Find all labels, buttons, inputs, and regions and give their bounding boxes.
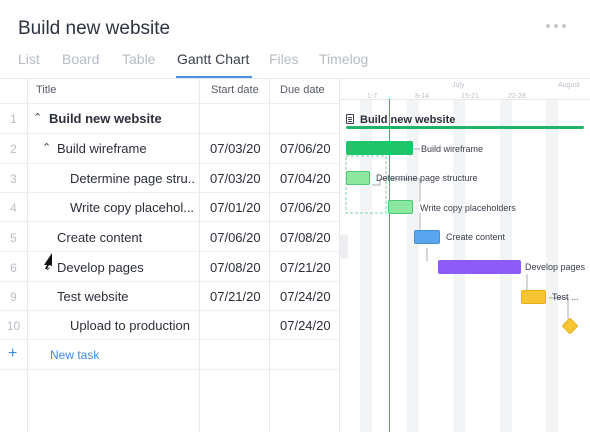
tab-gantt-chart[interactable]: Gantt Chart [177,51,250,67]
gantt-bar-label: Write copy placeholders [420,203,516,213]
grid-divider [27,79,28,432]
due-date[interactable]: 07/06/20 [280,200,331,215]
column-header-start-date[interactable]: Start date [211,84,259,96]
gantt-bar[interactable] [414,230,440,244]
more-options-icon[interactable] [546,24,566,28]
task-title[interactable]: Test website [57,289,129,304]
gantt-bar-label: Build wireframe [421,144,484,154]
chevron-up-icon[interactable]: ⌃ [42,142,52,154]
chevron-up-icon[interactable]: ⌃ [33,112,43,124]
tab-list[interactable]: List [18,51,40,67]
mouse-cursor-icon [44,253,52,269]
row-number: 9 [10,290,17,304]
row-number: 6 [10,261,17,275]
gantt-bar[interactable] [521,290,546,304]
project-bar[interactable] [346,126,584,129]
active-tab-indicator [176,76,252,78]
gantt-bar-label: Develop pages [525,262,586,272]
document-icon [346,114,354,124]
gantt-bar-label: Create content [446,232,506,242]
tab-timelog[interactable]: Timelog [319,51,369,67]
row-number: 3 [10,172,17,186]
tab-board[interactable]: Board [62,51,100,67]
grid-divider [199,79,200,432]
timeline-week: 15-21 [461,93,479,100]
column-header-due-date[interactable]: Due date [280,84,325,96]
start-date[interactable]: 07/06/20 [210,230,261,245]
row-number: 10 [6,319,21,333]
gantt-bar[interactable] [438,260,521,274]
project-title: Build new website [18,18,171,39]
start-date[interactable]: 07/21/20 [210,289,261,304]
task-title[interactable]: Write copy placehol... [70,200,195,215]
row-number: 1 [10,112,17,126]
timeline-month: August [558,82,580,89]
gantt-bar[interactable] [346,171,370,185]
row-number: 5 [10,231,17,245]
due-date[interactable]: 07/24/20 [280,289,331,304]
grid-divider [269,79,270,432]
start-date[interactable]: 07/03/20 [210,171,261,186]
task-title[interactable]: Build wireframe [57,141,147,156]
due-date[interactable]: 07/04/20 [280,171,331,186]
row-number: 2 [10,142,17,156]
start-date[interactable]: 07/08/20 [210,260,261,275]
task-grid: Title Start date Due date 1 ⌃ Build new … [0,79,339,432]
due-date[interactable]: 07/24/20 [280,318,331,333]
timeline-week: 8-14 [415,93,430,100]
task-title[interactable]: Build new website [49,111,162,126]
task-title[interactable]: Upload to production [70,318,190,333]
timeline-week: 22-28 [508,93,526,100]
start-date[interactable]: 07/01/20 [210,200,261,215]
task-title[interactable]: Determine page stru... [70,171,196,186]
gantt-bar[interactable] [346,141,413,155]
gantt-bar-label: Determine page structure [376,173,478,183]
gantt-bar-label: Test ... [552,292,579,302]
tab-files[interactable]: Files [269,51,299,67]
tabs-divider [0,78,590,79]
row-number: 4 [10,201,17,215]
dependency-arrows [345,148,569,319]
task-title[interactable]: Create content [57,230,143,245]
timeline-month: July [452,82,465,89]
task-title[interactable]: Develop pages [57,260,144,275]
due-date[interactable]: 07/06/20 [280,141,331,156]
due-date[interactable]: 07/21/20 [280,260,331,275]
tab-table[interactable]: Table [122,51,156,67]
new-task-button[interactable]: New task [50,348,100,362]
today-line [389,99,390,432]
column-header-title[interactable]: Title [36,84,57,96]
due-date[interactable]: 07/08/20 [280,230,331,245]
plus-icon[interactable]: + [8,345,18,362]
project-bar-label: Build new website [360,114,456,126]
resize-handle[interactable] [340,235,348,259]
gantt-chart: July August 1-7 8-14 15-21 22-28 Build n… [339,79,590,432]
gantt-bar[interactable] [388,200,413,214]
start-date[interactable]: 07/03/20 [210,141,261,156]
timeline-week: 1-7 [367,93,378,100]
